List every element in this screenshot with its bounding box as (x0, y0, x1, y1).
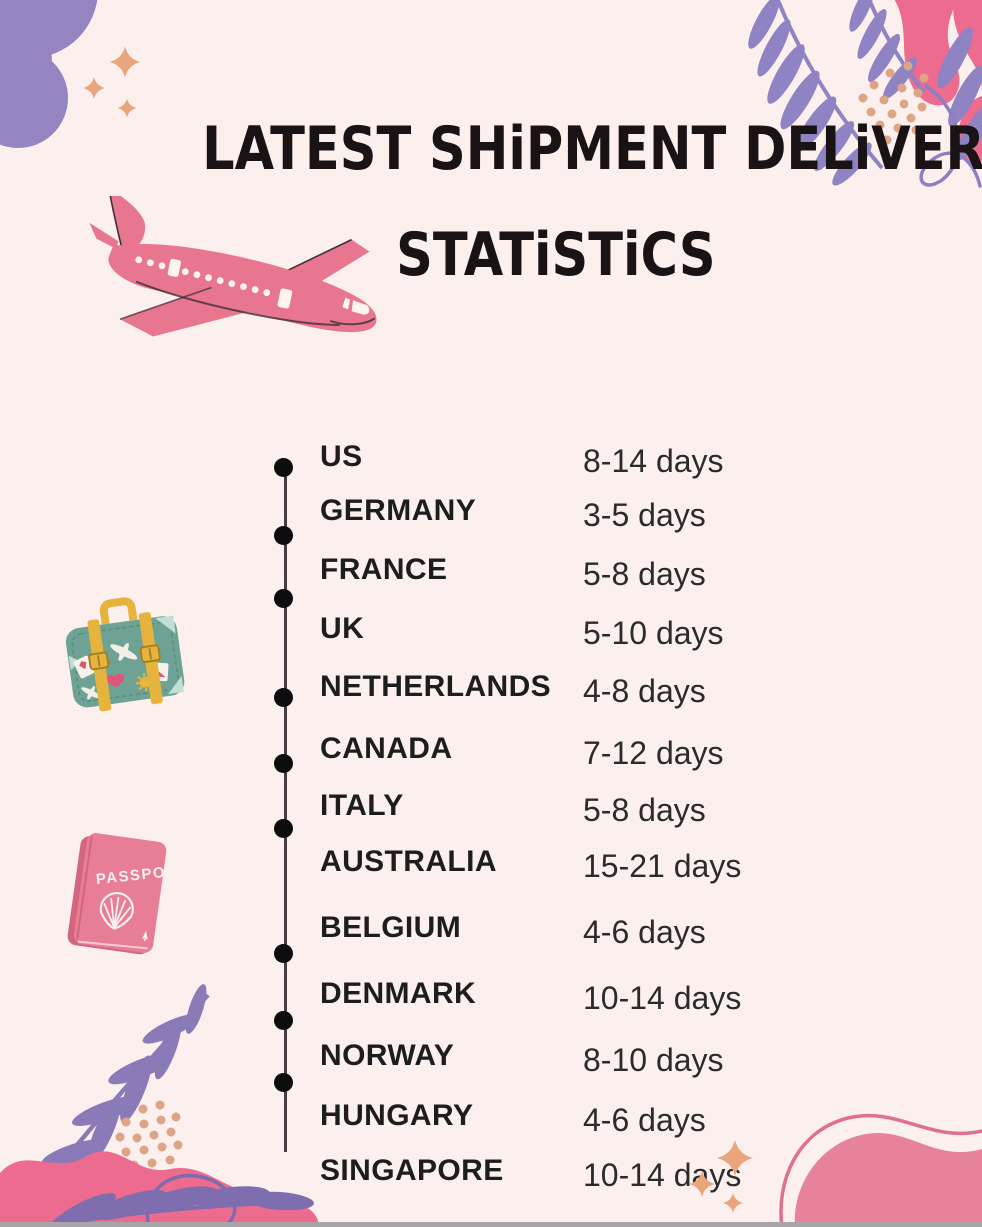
country-label: SINGAPORE (320, 1154, 504, 1187)
corner-decoration-top-left (0, 0, 141, 148)
page-title: LATEST SHiPMENT DELiVERY STATiSTiCS (130, 112, 982, 292)
bottom-edge-strip (0, 1222, 982, 1227)
country-label: FRANCE (320, 553, 448, 586)
country-label: AUSTRALIA (320, 845, 497, 878)
airplane-icon (89, 196, 377, 337)
shipment-row: NORWAY 8-10 days (320, 1037, 800, 1079)
timeline-dot (274, 589, 293, 608)
shipment-row: ITALY 5-8 days (320, 787, 800, 829)
country-label: NETHERLANDS (320, 670, 552, 703)
timeline-dot (274, 754, 293, 773)
purple-curve-icon (919, 84, 982, 188)
timeline-dot (274, 1073, 293, 1092)
delivery-days: 4-6 days (583, 914, 706, 950)
country-label: GERMANY (320, 494, 477, 527)
delivery-days: 10-14 days (583, 980, 742, 1016)
sparkle-icon (689, 1140, 753, 1213)
pink-blob-icon (794, 1133, 982, 1227)
country-label: CANADA (320, 732, 453, 765)
shipment-row: FRANCE 5-8 days (320, 551, 800, 593)
purple-blob-icon (0, 0, 98, 148)
delivery-days: 3-5 days (583, 497, 706, 533)
country-label: HUNGARY (320, 1099, 474, 1132)
timeline-dot (274, 1011, 293, 1030)
delivery-days: 4-8 days (583, 673, 706, 709)
title-line-2: STATiSTiCS (396, 220, 716, 290)
shipment-row: BELGIUM 4-6 days (320, 909, 800, 951)
passport-icon: PASSPORT (67, 833, 175, 955)
shipment-row: UK 5-10 days (320, 610, 800, 652)
delivery-days: 7-12 days (583, 735, 724, 771)
country-label: BELGIUM (320, 911, 462, 944)
timeline-dot (274, 526, 293, 545)
dot-cluster-icon (858, 61, 929, 145)
shipment-row: SINGAPORE 10-14 days (320, 1152, 800, 1194)
delivery-days: 8-10 days (583, 1042, 724, 1078)
shipment-row: GERMANY 3-5 days (320, 492, 800, 534)
pink-blob-outline-icon (779, 1113, 982, 1227)
country-label: US (320, 440, 363, 473)
country-label: DENMARK (320, 977, 477, 1010)
delivery-days: 5-8 days (583, 792, 706, 828)
dot-cluster-icon (115, 1100, 183, 1170)
delivery-days: 8-14 days (583, 443, 724, 479)
shipment-row: US 8-14 days (320, 438, 800, 480)
timeline-dot (274, 944, 293, 963)
corner-decoration-bottom-left (0, 984, 319, 1227)
sparkle-icon (83, 46, 141, 118)
shipment-row: HUNGARY 4-6 days (320, 1097, 800, 1139)
timeline-dot (274, 819, 293, 838)
shipment-row: CANADA 7-12 days (320, 730, 800, 772)
delivery-days: 4-6 days (583, 1102, 706, 1138)
shipment-row: AUSTRALIA 15-21 days (320, 843, 800, 885)
delivery-days: 10-14 days (583, 1157, 742, 1193)
country-label: UK (320, 612, 365, 645)
fern-leaf-icon (748, 0, 982, 186)
timeline-dot (274, 458, 293, 477)
title-line-1: LATEST SHiPMENT DELiVERY (202, 114, 982, 184)
delivery-days: 5-10 days (583, 615, 724, 651)
corner-decoration-top-right (748, 0, 982, 188)
delivery-days: 5-8 days (583, 556, 706, 592)
delivery-days: 15-21 days (583, 848, 742, 884)
shipment-row: NETHERLANDS 4-8 days (320, 668, 800, 710)
timeline-line (284, 464, 287, 1152)
country-label: NORWAY (320, 1039, 455, 1072)
timeline-dot (274, 688, 293, 707)
corner-decoration-bottom-right (779, 1113, 982, 1227)
shipment-row: DENMARK 10-14 days (320, 975, 800, 1017)
suitcase-icon (65, 597, 185, 712)
country-label: ITALY (320, 789, 404, 822)
